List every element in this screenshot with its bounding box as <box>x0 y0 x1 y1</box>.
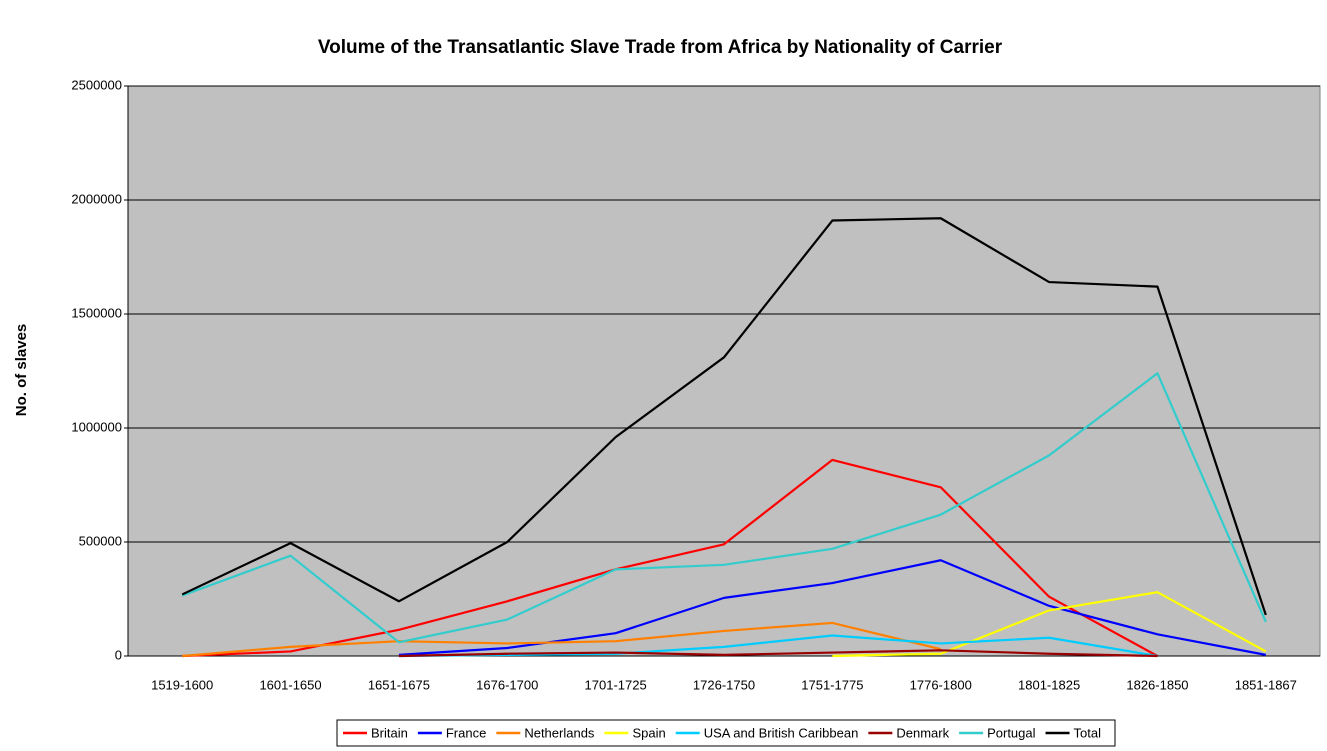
legend-label: Denmark <box>896 725 949 740</box>
legend-label: Spain <box>632 725 665 740</box>
x-tick-label: 1776-1800 <box>910 677 972 692</box>
y-tick-label: 0 <box>115 647 122 662</box>
x-tick-label: 1801-1825 <box>1018 677 1080 692</box>
legend-label: Portugal <box>987 725 1036 740</box>
series-line <box>398 634 1158 658</box>
x-tick-label: 1676-1700 <box>476 677 538 692</box>
chart-title: Volume of the Transatlantic Slave Trade … <box>318 37 1003 58</box>
x-tick-label: 1601-1650 <box>259 677 321 692</box>
y-tick-label: 2000000 <box>71 191 122 206</box>
legend-label: Britain <box>371 725 408 740</box>
y-tick-label: 1000000 <box>71 419 122 434</box>
plot-area <box>127 85 1321 657</box>
x-tick-label: 1826-1850 <box>1126 677 1188 692</box>
series-line <box>182 621 941 658</box>
x-tick-label: 1726-1750 <box>693 677 755 692</box>
y-tick-label: 2500000 <box>71 77 122 92</box>
legend-label: Total <box>1074 725 1102 740</box>
legend-label: USA and British Caribbean <box>704 725 859 740</box>
series-line <box>398 649 1158 658</box>
series-line <box>181 372 1267 644</box>
x-tick-label: 1701-1725 <box>585 677 647 692</box>
legend-label: France <box>446 725 486 740</box>
x-tick-label: 1519-1600 <box>151 677 213 692</box>
series-line <box>832 591 1267 658</box>
y-tick-label: 500000 <box>79 533 122 548</box>
legend-label: Netherlands <box>524 725 595 740</box>
x-tick-label: 1851-1867 <box>1235 677 1297 692</box>
series-line <box>182 458 1158 658</box>
x-tick-label: 1651-1675 <box>368 677 430 692</box>
y-tick-label: 1500000 <box>71 305 122 320</box>
legend-box <box>336 719 1116 747</box>
x-tick-label: 1751-1775 <box>801 677 863 692</box>
y-axis-label: No. of slaves <box>13 324 30 417</box>
series-line <box>181 217 1267 616</box>
